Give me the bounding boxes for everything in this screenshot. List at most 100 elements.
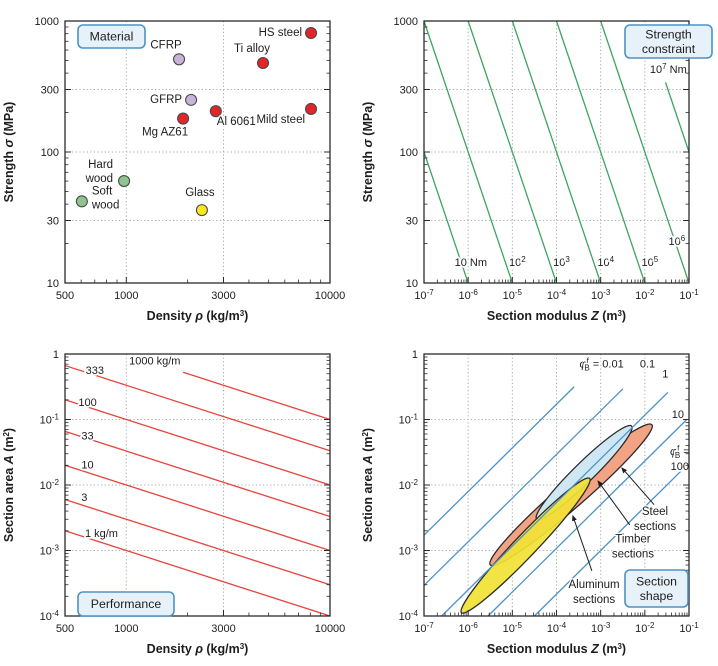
svg-text:100: 100 [400, 147, 418, 159]
svg-text:Mg AZ61: Mg AZ61 [142, 127, 188, 139]
svg-text:10-6: 10-6 [458, 621, 478, 635]
point-ti-alloy [256, 56, 270, 70]
svg-text:10-7: 10-7 [414, 621, 434, 635]
svg-text:Ti alloy: Ti alloy [234, 43, 270, 55]
svg-text:Strength σ (MPa): Strength σ (MPa) [2, 102, 16, 203]
svg-text:10-4: 10-4 [399, 609, 419, 623]
svg-text:103: 103 [553, 255, 570, 269]
svg-text:Section modulus Z (m3): Section modulus Z (m3) [487, 309, 626, 323]
chart-material: HS steel Ti alloy CFRP GFRP Mg AZ61 Al 6061 Mi… [2, 16, 346, 323]
svg-text:Density ρ (kg/m3): Density ρ (kg/m3) [147, 309, 249, 323]
svg-text:10-1: 10-1 [40, 413, 60, 427]
svg-text:Steel: Steel [642, 506, 668, 518]
svg-text:106: 106 [668, 234, 685, 248]
svg-text:GFRP: GFRP [150, 94, 182, 106]
svg-text:1: 1 [53, 349, 59, 361]
svg-text:wood: wood [85, 173, 114, 185]
svg-text:30: 30 [47, 215, 59, 227]
svg-text:100: 100 [41, 147, 59, 159]
svg-text:HS steel: HS steel [259, 27, 302, 39]
svg-text:0.1: 0.1 [640, 358, 655, 370]
svg-text:φfB =: φf B = [670, 444, 690, 460]
section-shape-title-text: shape [640, 589, 674, 603]
svg-text:107 Nm: 107 Nm [650, 62, 687, 76]
point-hs-steel [304, 26, 318, 40]
svg-text:CFRP: CFRP [150, 39, 182, 51]
svg-text:10: 10 [81, 460, 93, 472]
material-title-text: Material [90, 30, 134, 44]
svg-text:Mild steel: Mild steel [256, 114, 305, 126]
performance-title-text: Performance [91, 597, 162, 611]
svg-text:10-3: 10-3 [399, 544, 419, 558]
svg-text:10-1: 10-1 [679, 288, 699, 302]
svg-text:Section area A (m2): Section area A (m2) [361, 428, 375, 542]
svg-text:10-4: 10-4 [40, 609, 60, 623]
svg-text:10-5: 10-5 [503, 288, 523, 302]
svg-text:500: 500 [56, 623, 74, 635]
section-shape-title-text: Section [636, 574, 677, 588]
svg-text:Density ρ (kg/m3): Density ρ (kg/m3) [147, 642, 249, 656]
svg-text:Timber: Timber [615, 534, 651, 546]
svg-text:105: 105 [642, 255, 659, 269]
svg-text:10-3: 10-3 [591, 288, 611, 302]
point-al-6061 [209, 105, 222, 118]
svg-text:Al 6061: Al 6061 [217, 116, 256, 128]
chart-strength-constraint: 10 Nm 102 103 104 105 106 107 Nm 10-7 10-6 10-5 10… [361, 16, 713, 323]
svg-text:sections: sections [634, 521, 676, 533]
svg-text:1000: 1000 [114, 623, 138, 635]
svg-text:Hard: Hard [88, 159, 113, 171]
svg-text:sections: sections [612, 549, 654, 561]
svg-text:33: 33 [81, 430, 93, 442]
svg-text:10-4: 10-4 [547, 288, 567, 302]
svg-text:300: 300 [41, 84, 59, 96]
svg-text:10: 10 [672, 409, 684, 421]
svg-text:10-3: 10-3 [591, 621, 611, 635]
point-soft-wood [75, 195, 88, 208]
svg-text:10-5: 10-5 [503, 621, 523, 635]
svg-text:1 kg/m: 1 kg/m [85, 528, 118, 540]
svg-text:1000 kg/m: 1000 kg/m [129, 355, 180, 367]
svg-text:10-1: 10-1 [399, 413, 419, 427]
chart-performance: 1000 kg/m 333 100 33 10 3 1 kg/m 500 1000 3000 100… [2, 349, 346, 656]
point-mg-az61 [177, 112, 190, 125]
material-title-box [77, 24, 146, 49]
point-glass [195, 204, 208, 217]
svg-text:10-3: 10-3 [40, 544, 60, 558]
svg-text:104: 104 [597, 255, 614, 269]
svg-text:3: 3 [81, 492, 87, 504]
svg-text:10-2: 10-2 [635, 288, 655, 302]
point-gfrp [185, 93, 198, 106]
svg-text:Strength σ (MPa): Strength σ (MPa) [361, 102, 375, 203]
svg-text:333: 333 [86, 365, 104, 377]
svg-text:Aluminum: Aluminum [568, 579, 619, 591]
svg-text:10-1: 10-1 [679, 621, 699, 635]
svg-text:102: 102 [509, 255, 526, 269]
svg-text:10-2: 10-2 [399, 478, 419, 492]
svg-text:φfB = 0.01: φf B = 0.01 [579, 356, 623, 372]
point-mild-steel [304, 102, 318, 116]
svg-text:10-7: 10-7 [414, 288, 434, 302]
svg-text:100: 100 [671, 461, 689, 473]
svg-text:10: 10 [47, 278, 59, 290]
svg-text:10-4: 10-4 [547, 621, 567, 635]
svg-text:3000: 3000 [211, 623, 235, 635]
section-shape-title-box [624, 569, 689, 608]
svg-text:3000: 3000 [211, 290, 235, 302]
svg-text:10: 10 [406, 278, 418, 290]
svg-text:1: 1 [412, 349, 418, 361]
svg-text:Section modulus Z (m3): Section modulus Z (m3) [487, 642, 626, 656]
svg-text:500: 500 [56, 290, 74, 302]
svg-text:10-2: 10-2 [635, 621, 655, 635]
strength-constraint-title-box [624, 24, 713, 59]
svg-text:wood: wood [91, 199, 120, 211]
svg-text:10000: 10000 [315, 290, 346, 302]
svg-text:1000: 1000 [114, 290, 138, 302]
svg-text:10-2: 10-2 [40, 478, 60, 492]
point-cfrp [172, 53, 186, 66]
svg-text:10 Nm: 10 Nm [455, 257, 487, 269]
performance-title-box [77, 591, 175, 617]
svg-text:1000: 1000 [394, 16, 418, 28]
svg-text:10000: 10000 [315, 623, 346, 635]
